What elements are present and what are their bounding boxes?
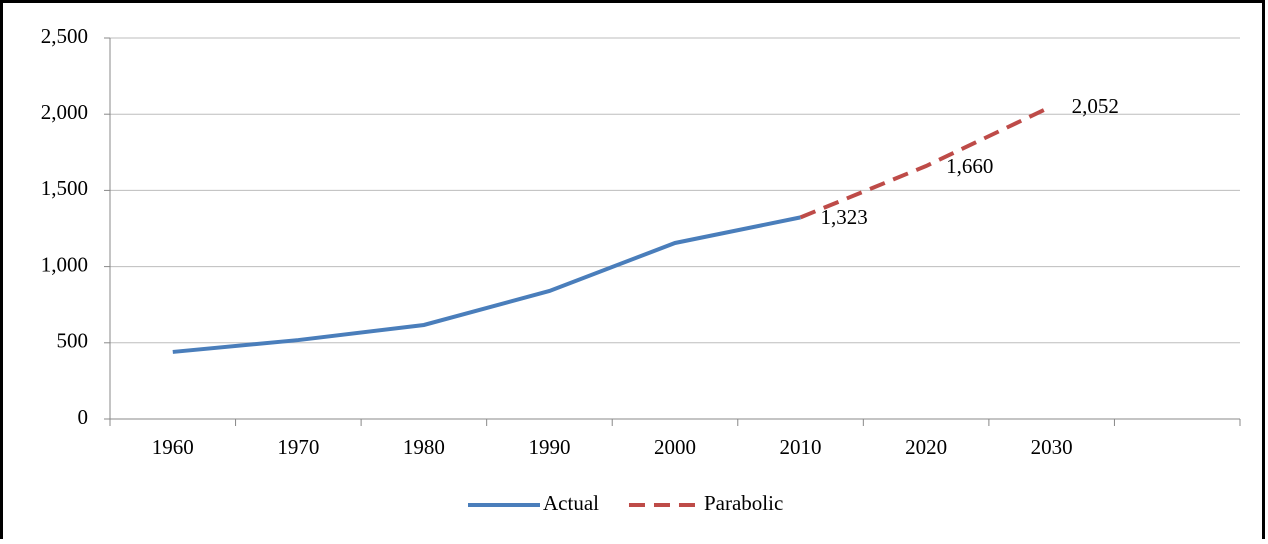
legend-label: Actual: [543, 491, 599, 515]
data-label: 1,660: [946, 154, 993, 178]
data-label: 2,052: [1072, 94, 1119, 118]
x-tick-label: 2000: [654, 435, 696, 459]
y-tick-label: 0: [78, 405, 89, 429]
x-tick-label: 2030: [1031, 435, 1073, 459]
x-tick-label: 1970: [277, 435, 319, 459]
series-line: [172, 215, 801, 354]
y-tick-label: 2,500: [41, 24, 88, 48]
x-tick-label: 2020: [905, 435, 947, 459]
y-tick-label: 1,000: [41, 252, 88, 276]
y-tick-label: 2,000: [41, 100, 88, 124]
x-tick-label: 1960: [152, 435, 194, 459]
y-tick-label: 500: [57, 329, 89, 353]
x-tick-label: 1980: [403, 435, 445, 459]
series-line: [799, 104, 1053, 220]
legend-label: Parabolic: [704, 491, 783, 515]
x-tick-label: 1990: [528, 435, 570, 459]
data-label: 1,323: [821, 205, 868, 229]
y-tick-label: 1,500: [41, 176, 88, 200]
x-tick-label: 2010: [780, 435, 822, 459]
